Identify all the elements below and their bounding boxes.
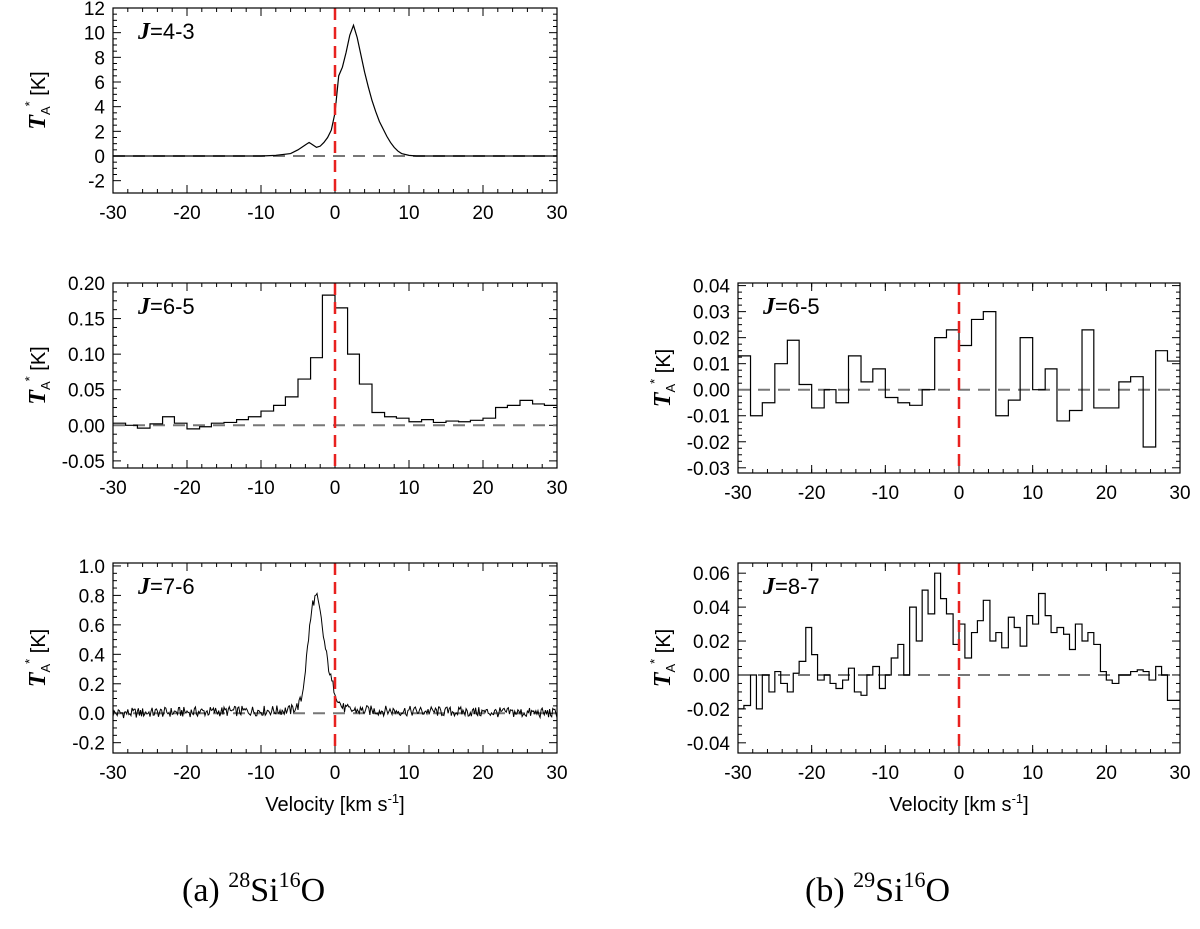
x-tick-label: 10	[398, 763, 419, 784]
y-tick-label: -2	[88, 172, 105, 193]
x-tick-label: -30	[99, 478, 126, 499]
y-tick-label: -0.2	[72, 734, 105, 755]
spectrum-line	[112, 592, 558, 720]
x-tick-label: 20	[472, 478, 493, 499]
spectrum-step	[738, 572, 1180, 710]
x-tick-label: 30	[546, 478, 567, 499]
x-tick-label: 0	[330, 478, 341, 499]
y-axis-label: TA* [K]	[22, 346, 53, 404]
panel-b1: -30 -20 -10 0 10 20 30 -0.03 -0.02 -0.01 0.00 0.01 0…	[647, 277, 1191, 504]
caption-b: (b) 29Si16O	[805, 867, 950, 909]
y-tick-label: 0.8	[79, 586, 105, 607]
transition-label: J=6-5	[137, 294, 195, 320]
y-tick-label: 6	[94, 73, 105, 94]
x-tick-label: 20	[1096, 483, 1117, 504]
x-tick-label: 10	[398, 478, 419, 499]
x-tick-label: -30	[724, 483, 751, 504]
y-tick-label: 0.04	[693, 598, 730, 619]
y-tick-label: 0.15	[68, 310, 105, 331]
x-tick-label: -10	[247, 203, 274, 224]
plot-frame	[112, 562, 558, 754]
x-tick-label: 30	[1169, 483, 1190, 504]
y-tick-label: 0.2	[79, 675, 105, 696]
transition-label: J=6-5	[762, 294, 820, 320]
caption-a: (a) 28Si16O	[182, 867, 325, 909]
y-tick-label: 0.0	[79, 704, 105, 725]
y-tick-label: 0.02	[693, 632, 730, 653]
y-tick-label: 0.04	[693, 277, 730, 298]
plot-frame	[737, 562, 1181, 754]
y-tick-label: 0.00	[68, 416, 105, 437]
x-tick-label: -20	[798, 763, 825, 784]
y-tick-label: 1.0	[79, 557, 105, 578]
y-tick-label: 0.00	[693, 666, 730, 687]
y-tick-label: -0.03	[687, 459, 730, 480]
y-tick-label: 0.01	[693, 355, 730, 376]
y-tick-label: -0.04	[687, 734, 731, 755]
x-tick-label: 0	[330, 203, 341, 224]
x-tick-label: 20	[472, 203, 493, 224]
x-tick-label: 0	[330, 763, 341, 784]
y-tick-label: -0.02	[687, 433, 730, 454]
y-tick-label: -0.02	[687, 700, 730, 721]
y-tick-label: 12	[84, 0, 105, 20]
spectrum-line	[113, 23, 557, 157]
y-axis-label: TA* [K]	[647, 349, 678, 407]
y-tick-label: 0.02	[693, 329, 730, 350]
y-tick-label: 0.00	[693, 381, 730, 402]
x-tick-label: -10	[872, 763, 899, 784]
x-tick-label: 0	[954, 763, 965, 784]
y-tick-label: 0	[94, 147, 105, 168]
x-tick-label: 10	[1022, 763, 1043, 784]
y-tick-label: 4	[94, 98, 105, 119]
panel-a2: -30 -20 -10 0 10 20 30 -0.05 0.00 0.05 0.10 0.15 0.2…	[22, 274, 568, 499]
plot-frame	[737, 282, 1181, 474]
x-tick-label: -30	[99, 763, 126, 784]
x-tick-label: -20	[173, 478, 200, 499]
y-axis-label: TA* [K]	[647, 629, 678, 687]
y-tick-label: -0.05	[62, 452, 105, 473]
x-tick-label: -20	[173, 203, 200, 224]
y-tick-label: 0.10	[68, 345, 105, 366]
x-tick-label: -10	[247, 763, 274, 784]
x-tick-label: 30	[1169, 763, 1190, 784]
y-tick-label: 0.05	[68, 381, 105, 402]
spectrum-step	[113, 294, 557, 430]
y-tick-label: 10	[84, 24, 105, 45]
x-tick-label: 20	[1096, 763, 1117, 784]
x-axis-label: Velocity [km s-1]	[889, 791, 1028, 816]
y-axis-label: TA* [K]	[22, 71, 53, 129]
y-tick-label: -0.01	[687, 407, 730, 428]
x-tick-label: 20	[472, 763, 493, 784]
x-tick-label: -20	[173, 763, 200, 784]
x-tick-label: 30	[546, 203, 567, 224]
transition-label: J=8-7	[762, 574, 820, 600]
y-tick-label: 2	[94, 122, 105, 143]
x-tick-label: -30	[99, 203, 126, 224]
transition-label: J=4-3	[137, 19, 195, 45]
x-tick-label: 10	[398, 203, 419, 224]
x-tick-label: 30	[546, 763, 567, 784]
x-tick-label: -10	[872, 483, 899, 504]
x-tick-label: -10	[247, 478, 274, 499]
x-tick-label: 10	[1022, 483, 1043, 504]
x-tick-label: -20	[798, 483, 825, 504]
panel-b2: -30 -20 -10 0 10 20 30 -0.04 -0.02 0.00 0.02 0.04 0.…	[647, 562, 1191, 816]
y-axis-label: TA* [K]	[22, 629, 53, 687]
x-tick-label: 0	[954, 483, 965, 504]
x-tick-label: -30	[724, 763, 751, 784]
x-axis-label: Velocity [km s-1]	[265, 791, 404, 816]
y-tick-label: 0.6	[79, 616, 105, 637]
y-tick-label: 0.4	[79, 645, 106, 666]
y-tick-label: 8	[94, 48, 105, 69]
y-tick-label: 0.20	[68, 274, 105, 295]
y-tick-label: 0.03	[693, 303, 730, 324]
plot-frame	[112, 282, 558, 469]
plot-frame	[112, 7, 558, 194]
panel-a3: -30 -20 -10 0 10 20 30 -0.2 0.0 0.2 0.4 0.6 0.8 1.0 J=…	[22, 557, 568, 816]
transition-label: J=7-6	[137, 574, 195, 600]
y-tick-label: 0.06	[693, 564, 730, 585]
